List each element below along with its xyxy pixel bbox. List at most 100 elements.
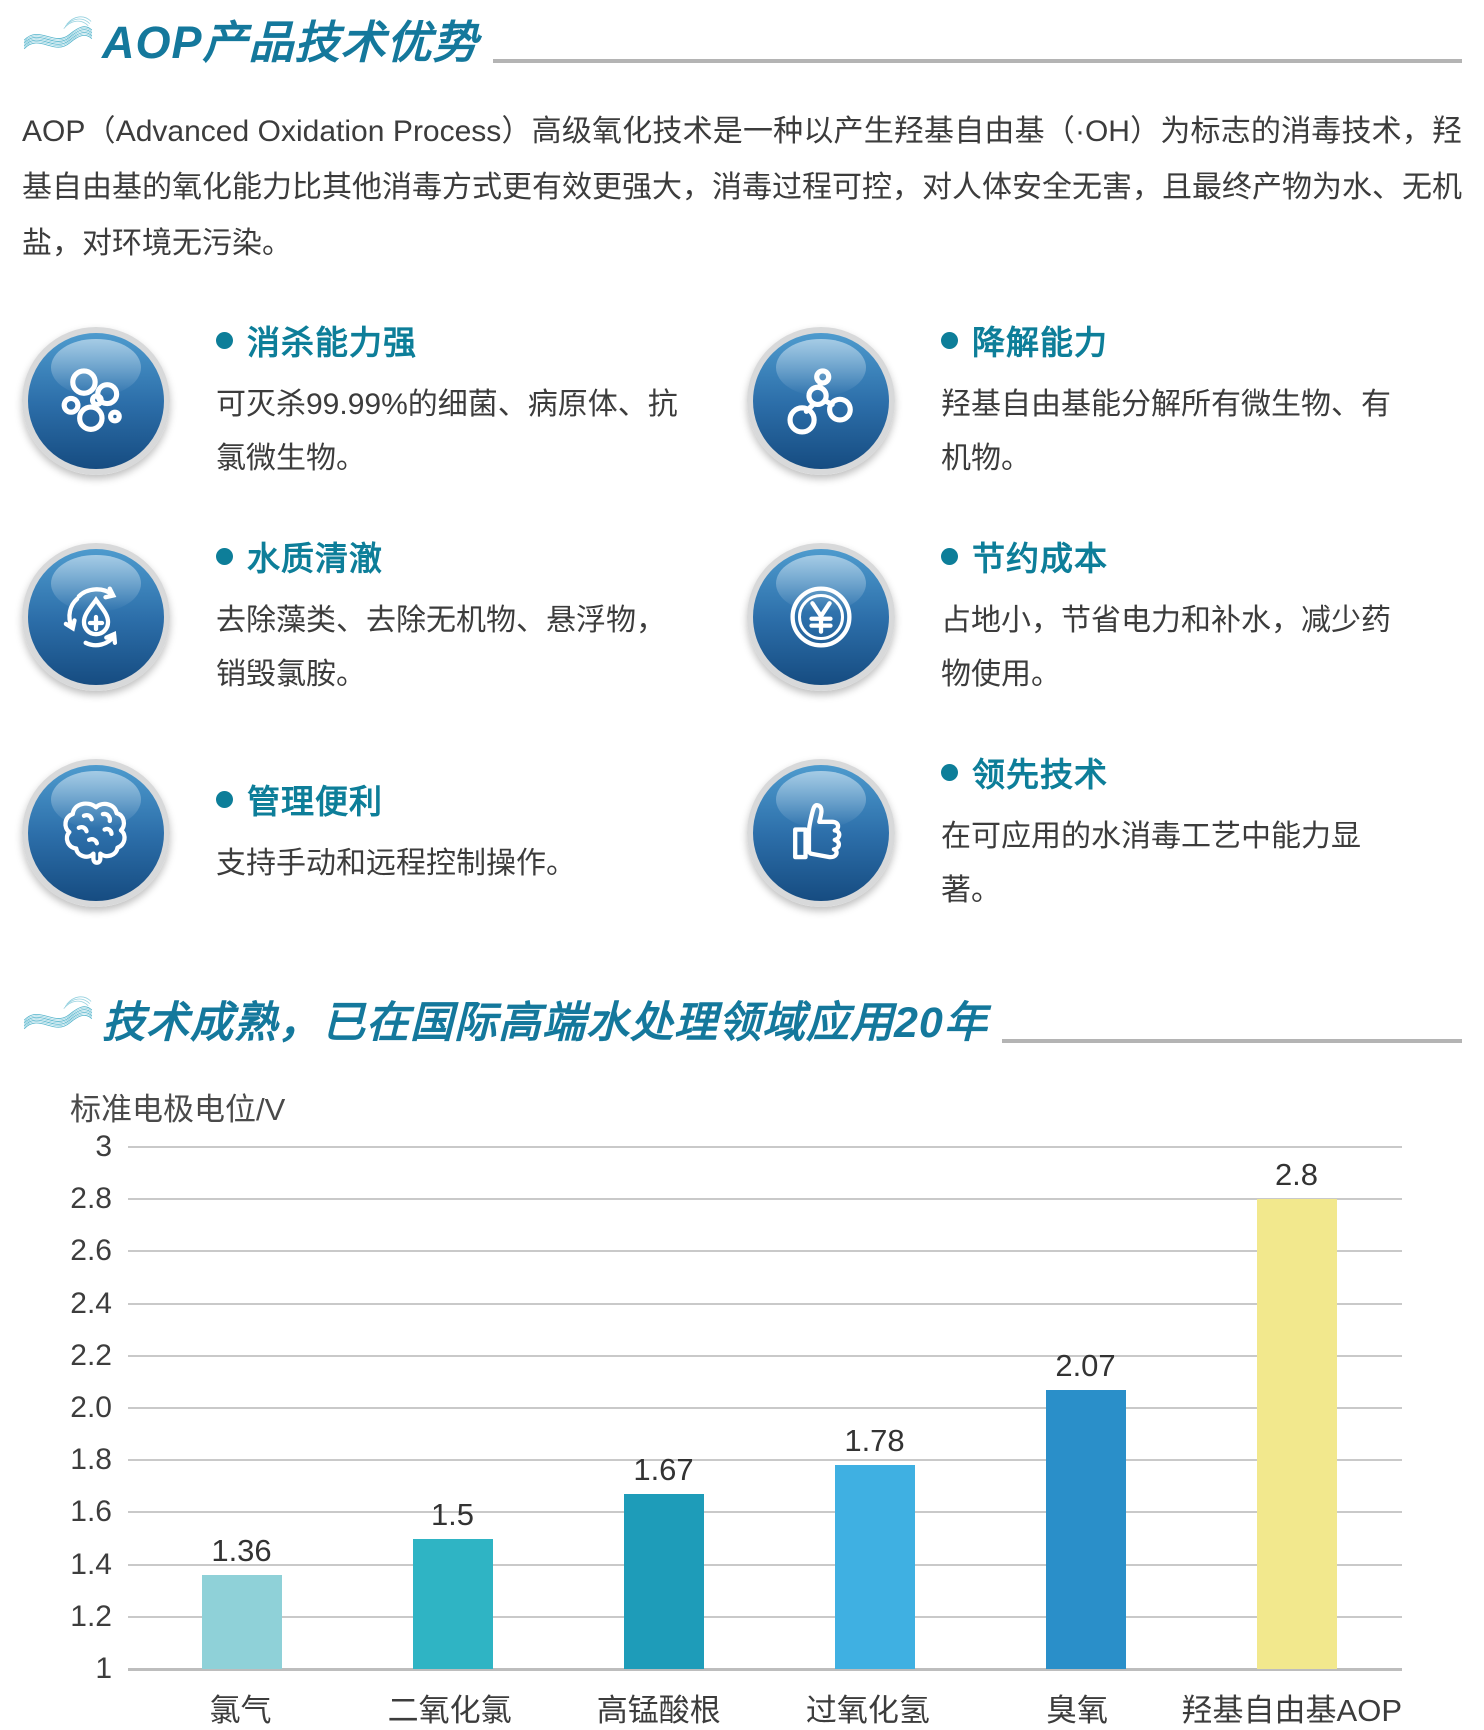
bar: [834, 1465, 915, 1669]
feature-icon-badge: [747, 327, 895, 475]
y-axis-tick-label: 1.2: [70, 1599, 112, 1633]
feature-description: 支持手动和远程控制操作。: [216, 847, 576, 880]
y-axis-tick-label: 3: [95, 1130, 112, 1163]
y-axis-tick-label: 2.2: [70, 1338, 112, 1372]
bullet-dot-icon: [216, 790, 233, 808]
bar-slot: 2.8: [1191, 1147, 1402, 1669]
gridline: [128, 1250, 1402, 1253]
gridline: [128, 1615, 1402, 1618]
bar: [412, 1538, 493, 1669]
feature-icon-badge: [747, 543, 895, 691]
feature-title: 消杀能力强: [247, 324, 417, 361]
y-axis-tick-label: 1: [95, 1652, 112, 1685]
feature-description: 占地小，节省电力和补水，减少药物使用。: [941, 604, 1391, 691]
section2-header: 技术成熟，已在国际高端水处理领域应用20年: [22, 990, 1462, 1046]
gridline: [128, 1407, 1402, 1409]
x-axis-category-label: 过氧化氢: [805, 1693, 930, 1728]
bar-value-label: 1.5: [430, 1496, 475, 1532]
feature-grid: 消杀能力强可灭杀99.99%的细菌、病原体、抗氯微生物。 降解能力羟基自由基能分解…: [22, 316, 1462, 918]
feature-text: 水质清澈去除藻类、去除无机物、悬浮物，销毁氯胺。: [216, 532, 686, 702]
y-axis-tick-label: 1.8: [70, 1443, 112, 1477]
bar-value-label: 1.36: [211, 1533, 272, 1569]
y-axis-tick-label: 2.0: [70, 1391, 112, 1424]
bubbles-icon: [61, 368, 122, 432]
bar-value-label: 2.8: [1274, 1157, 1319, 1193]
section2-title: 技术成熟，已在国际高端水处理领域应用20年: [102, 998, 988, 1047]
y-axis-tick-label: 2.8: [70, 1182, 112, 1216]
feature-title: 降解能力: [972, 324, 1108, 361]
section1-title: AOP产品技术优势: [102, 16, 479, 68]
bullet-dot-icon: [941, 331, 958, 349]
bar-value-label: 2.07: [1055, 1347, 1116, 1383]
bullet-dot-icon: [216, 331, 233, 349]
chart-x-axis-labels: 氯气 二氧化氯 高锰酸根 过氧化氢 臭氧 羟基自由基AOP: [136, 1685, 1402, 1730]
chart-plot-area: 3 2.8 2.6 2.4 2.2 2.0 1.8 1.6 1.4 1.2 1 1.36 1.5 1.67…: [70, 1130, 1402, 1685]
electrode-potential-bar-chart: 标准电极电位/V 3 2.8 2.6 2.4 2.2 2.0 1.8 1.6 1.4 1.2 1 1.…: [22, 1084, 1462, 1730]
gridline: [128, 1511, 1402, 1514]
gridline: [128, 1146, 1402, 1148]
bar: [623, 1494, 704, 1669]
feature-text: 领先技术 在可应用的水消毒工艺中能力显著。: [941, 748, 1411, 918]
molecule-icon: [787, 368, 853, 435]
x-axis-category-label: 氯气: [209, 1693, 272, 1728]
x-axis-category-label: 二氧化氯: [387, 1693, 512, 1728]
section1-header: AOP产品技术优势: [22, 10, 1462, 66]
bullet-dot-icon: [216, 547, 233, 565]
x-axis-category-label: 羟基自由基AOP: [1181, 1693, 1403, 1728]
feature-item: 消杀能力强可灭杀99.99%的细菌、病原体、抗氯微生物。: [22, 316, 737, 486]
bullet-dot-icon: [941, 763, 958, 781]
brain-icon: [63, 801, 127, 865]
coin-yuan-icon: [790, 586, 852, 648]
feature-item: 领先技术 在可应用的水消毒工艺中能力显著。: [747, 748, 1462, 918]
y-axis-tick-label: 1.6: [70, 1495, 112, 1529]
intro-paragraph: AOP（Advanced Oxidation Process）高级氧化技术是一种…: [22, 115, 1462, 260]
feature-icon-badge: [22, 543, 170, 691]
gridline: [128, 1198, 1402, 1201]
bar-value-label: 1.67: [633, 1452, 694, 1488]
feature-item: 水质清澈去除藻类、去除无机物、悬浮物，销毁氯胺。: [22, 532, 737, 702]
y-axis-tick-label: 2.4: [70, 1286, 112, 1320]
feature-description: 在可应用的水消毒工艺中能力显著。: [941, 820, 1361, 907]
feature-description: 羟基自由基能分解所有微生物、有机物。: [941, 388, 1391, 475]
bar-slot: 2.07: [980, 1147, 1191, 1669]
thumbs-up-icon: [793, 803, 842, 860]
bar-slot: 1.78: [769, 1147, 980, 1669]
feature-text: 管理便利支持手动和远程控制操作。: [216, 775, 686, 891]
feature-title: 节约成本: [972, 540, 1108, 577]
feature-title: 水质清澈: [247, 540, 383, 577]
feature-item: 节约成本占地小，节省电力和补水，减少药物使用。: [747, 532, 1462, 702]
gridline: [128, 1302, 1402, 1305]
feature-icon-badge: [22, 327, 170, 475]
y-axis-tick-label: 1.4: [70, 1547, 112, 1581]
header-rule: [492, 59, 1462, 63]
feature-text: 节约成本占地小，节省电力和补水，减少药物使用。: [941, 532, 1411, 702]
bar-slot: 1.36: [136, 1147, 347, 1669]
bullet-dot-icon: [941, 547, 958, 565]
y-axis-tick-label: 2.6: [70, 1234, 112, 1268]
chart-y-axis-label: 标准电极电位/V: [70, 1092, 286, 1127]
bar-slot: 1.5: [347, 1147, 558, 1669]
water-cycle-icon: [63, 586, 118, 648]
header-rule: [1001, 1039, 1462, 1043]
gridline: [128, 1563, 1402, 1566]
bar: [1256, 1199, 1337, 1669]
feature-description: 去除藻类、去除无机物、悬浮物，销毁氯胺。: [216, 604, 666, 691]
bar-value-label: 1.78: [844, 1423, 905, 1459]
x-axis-category-label: 高锰酸根: [596, 1693, 721, 1728]
gridline: [128, 1459, 1402, 1462]
bar-series: 1.36 1.5 1.67 1.78 2.07 2.8: [136, 1147, 1402, 1669]
feature-title: 管理便利: [247, 783, 383, 820]
wave-logo-icon: [23, 996, 93, 1030]
wave-logo-icon: [23, 16, 93, 50]
feature-text: 降解能力羟基自由基能分解所有微生物、有机物。: [941, 316, 1411, 486]
x-axis-category-label: 臭氧: [1045, 1693, 1108, 1728]
feature-text: 消杀能力强可灭杀99.99%的细菌、病原体、抗氯微生物。: [216, 316, 686, 486]
feature-icon-badge: [22, 759, 170, 907]
feature-description: 可灭杀99.99%的细菌、病原体、抗氯微生物。: [216, 388, 678, 475]
feature-item: 降解能力羟基自由基能分解所有微生物、有机物。: [747, 316, 1462, 486]
bar: [1045, 1389, 1126, 1669]
bar-slot: 1.67: [558, 1147, 769, 1669]
bar: [201, 1575, 282, 1669]
gridline: [128, 1354, 1402, 1357]
